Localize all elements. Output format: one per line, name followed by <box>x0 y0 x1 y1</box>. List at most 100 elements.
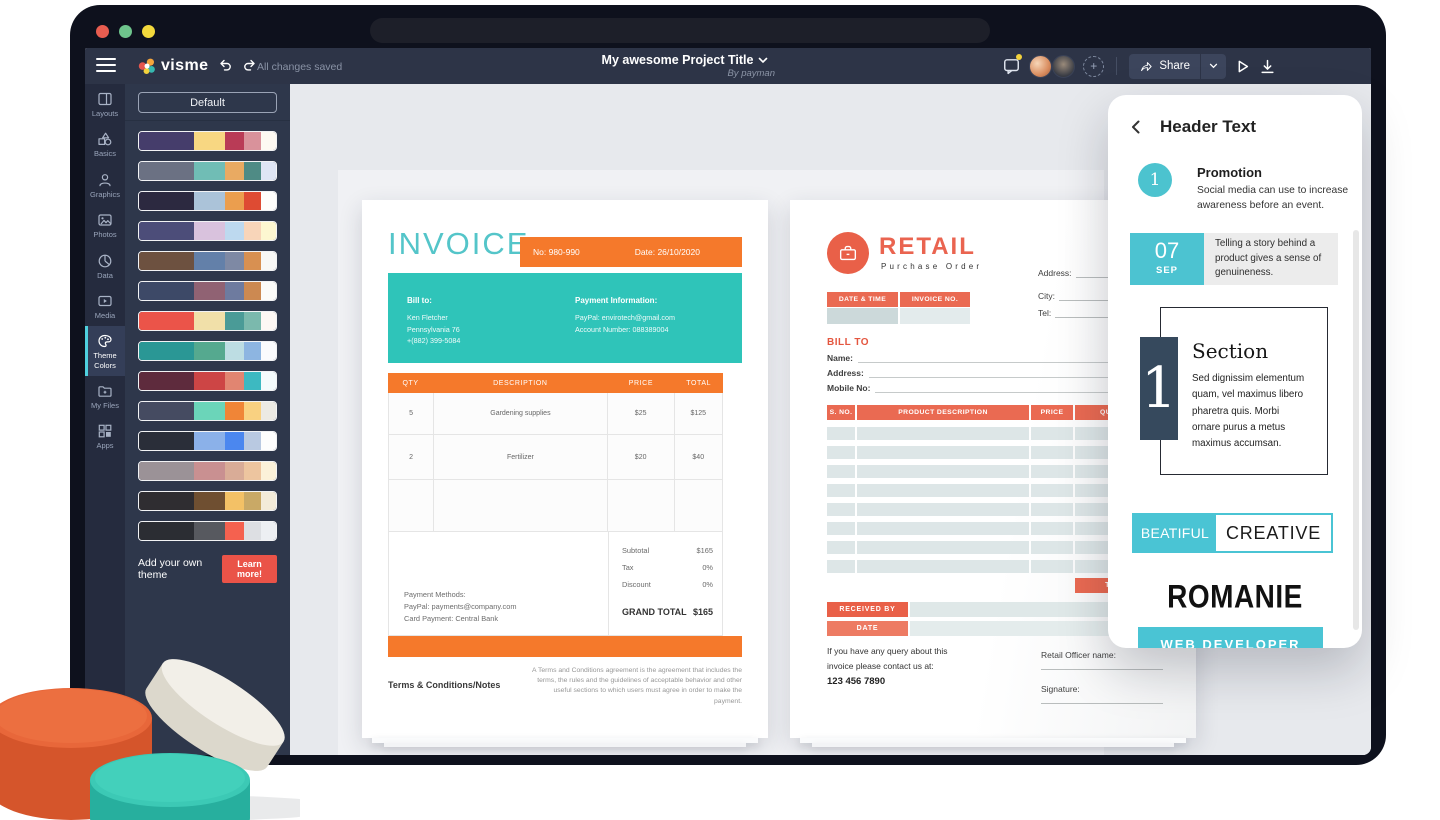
invoice-table-cell <box>608 480 675 531</box>
sidebar-item-photos[interactable]: Photos <box>85 205 125 245</box>
payment-info-line: Account Number: 088389004 <box>575 324 669 334</box>
back-chevron-icon[interactable] <box>1128 119 1144 135</box>
palette-color <box>193 372 226 390</box>
redo-icon[interactable] <box>242 57 258 73</box>
invoice-document[interactable]: INVOICE No: 980-990 Date: 26/10/2020 Bil… <box>362 200 768 747</box>
sidebar-item-layouts[interactable]: Layouts <box>85 84 125 124</box>
panel-scrollbar[interactable] <box>1353 230 1359 630</box>
section-card[interactable] <box>1160 307 1328 475</box>
panel-title: Header Text <box>1160 117 1257 136</box>
palette-color <box>225 222 245 240</box>
theme-palette[interactable] <box>138 431 277 451</box>
hamburger-menu-icon[interactable] <box>96 58 116 75</box>
retail-title[interactable]: RETAIL <box>879 233 976 260</box>
theme-palette[interactable] <box>138 131 277 151</box>
present-icon[interactable] <box>1234 58 1251 75</box>
invoice-table-header-cell: TOTAL <box>686 379 712 387</box>
query-text: If you have any query about this invoice… <box>827 644 948 690</box>
retail-table-cell <box>857 446 1029 459</box>
theme-palette[interactable] <box>138 281 277 301</box>
logo-left-segment: BEATIFUL <box>1134 515 1216 551</box>
sidebar-item-basics[interactable]: Basics <box>85 124 125 164</box>
theme-palette[interactable] <box>138 341 277 361</box>
briefcase-icon <box>839 245 857 261</box>
sidebar-item-label: Basics <box>93 149 117 159</box>
sidebar-item-data[interactable]: Data <box>85 246 125 286</box>
theme-palette[interactable] <box>138 371 277 391</box>
mobile-field: Mobile No: <box>827 383 1163 393</box>
download-icon[interactable] <box>1259 58 1276 75</box>
grand-total-value: $165 <box>692 607 713 617</box>
project-title-block[interactable]: My awesome Project Title By payman <box>565 53 805 79</box>
theme-palette[interactable] <box>138 461 277 481</box>
minimize-window-dot[interactable] <box>119 25 132 38</box>
theme-palette[interactable] <box>138 521 277 541</box>
promotion-title[interactable]: Promotion <box>1197 165 1262 180</box>
date-time-header: DATE & TIME <box>827 292 898 307</box>
browser-url-bar[interactable] <box>370 18 990 43</box>
invoice-number-bar[interactable]: No: 980-990 Date: 26/10/2020 <box>520 237 742 267</box>
data-icon <box>85 253 125 269</box>
retail-table-cell <box>857 503 1029 516</box>
theme-palette[interactable] <box>138 191 277 211</box>
share-button[interactable]: Share <box>1129 53 1226 79</box>
invoice-table-cell: Gardening supplies <box>434 393 608 434</box>
palette-color <box>225 402 245 420</box>
palette-color <box>244 132 261 150</box>
palette-color <box>260 342 276 360</box>
palette-color <box>244 342 261 360</box>
signature-label: Signature: <box>1041 684 1080 694</box>
maximize-window-dot[interactable] <box>142 25 155 38</box>
theme-palette[interactable] <box>138 221 277 241</box>
section-title: Section <box>1192 339 1269 363</box>
name-header[interactable]: ROMANIE <box>1167 578 1303 615</box>
section-number-block: 1 <box>1140 337 1178 440</box>
role-banner[interactable]: WEB DEVELOPER <box>1138 627 1323 648</box>
invoice-line-items-table[interactable]: QTY DESCRIPTION PRICE TOTAL 5 Gardening suppl… <box>388 373 723 532</box>
decorative-cylinders <box>0 659 300 820</box>
palette-color <box>244 162 261 180</box>
theme-palette[interactable] <box>138 311 277 331</box>
learn-more-button[interactable]: Learn more! <box>221 555 277 583</box>
palette-color <box>260 492 276 510</box>
sidebar-item-apps[interactable]: Apps <box>85 416 125 456</box>
default-theme-button[interactable]: Default <box>138 92 277 113</box>
close-window-dot[interactable] <box>96 25 109 38</box>
comments-icon[interactable] <box>1001 54 1023 76</box>
chevron-down-icon <box>759 57 768 64</box>
date-badge-text[interactable]: Telling a story behind a product gives a… <box>1204 233 1338 285</box>
theme-palette[interactable] <box>138 491 277 511</box>
invoice-billing-block[interactable]: Bill to: Ken Fletcher Pennsylvania 76 +(… <box>388 273 742 363</box>
sidebar-item-media[interactable]: Media <box>85 286 125 326</box>
sidebar-item-my-files[interactable]: My Files <box>85 376 125 416</box>
invoice-no-cell <box>900 308 970 324</box>
palette-color <box>139 222 194 240</box>
beatiful-creative-logo[interactable]: BEATIFUL CREATIVE <box>1132 513 1333 553</box>
undo-icon[interactable] <box>217 57 233 73</box>
date-badge[interactable]: 07 SEP <box>1130 233 1204 285</box>
palette-color <box>225 252 245 270</box>
visme-logo[interactable]: visme <box>137 56 208 75</box>
share-dropdown-caret[interactable] <box>1201 63 1226 69</box>
palette-color <box>139 132 194 150</box>
theme-palette[interactable] <box>138 161 277 181</box>
theme-palette[interactable] <box>138 251 277 271</box>
retail-table-cell <box>1031 446 1073 459</box>
palette-color <box>193 132 226 150</box>
collaborator-avatar[interactable] <box>1029 54 1053 78</box>
theme-palette[interactable] <box>138 401 277 421</box>
promotion-number-badge[interactable]: 1 <box>1138 163 1172 197</box>
collaborator-avatar[interactable] <box>1052 54 1076 78</box>
sidebar-item-graphics[interactable]: Graphics <box>85 165 125 205</box>
invoice-title[interactable]: INVOICE <box>388 226 530 261</box>
invoice-number: No: 980-990 <box>533 247 580 257</box>
sidebar-item-theme-colors[interactable]: Theme Colors <box>85 326 125 376</box>
add-collaborator-button[interactable]: + <box>1083 55 1105 77</box>
sidebar-item-label: Graphics <box>89 189 120 199</box>
palette-color <box>260 222 276 240</box>
retail-bill-to-label: BILL TO <box>827 337 870 348</box>
sidebar-item-label: Theme Colors <box>93 351 117 370</box>
invoice-orange-divider <box>388 636 742 657</box>
invoice-table-header-row: QTY DESCRIPTION PRICE TOTAL <box>388 373 723 393</box>
retail-table-cell <box>1031 560 1073 573</box>
